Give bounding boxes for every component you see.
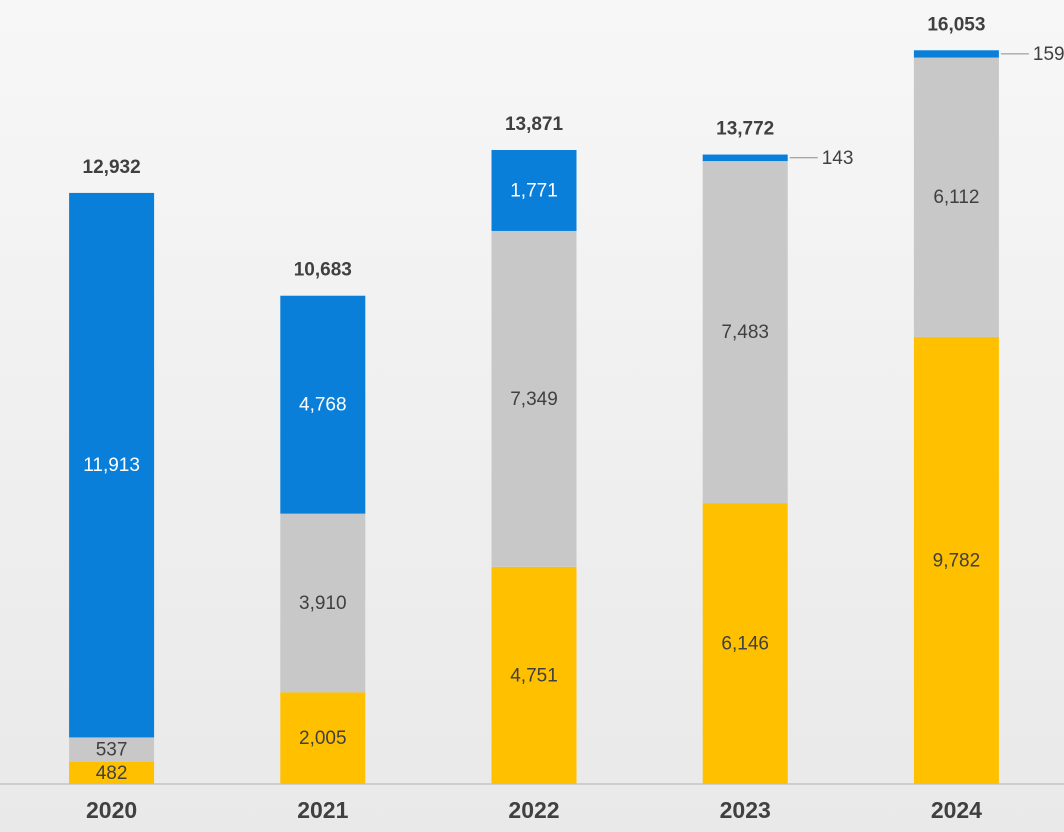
x-tick-label: 2024 xyxy=(931,797,982,823)
bar-segment xyxy=(69,761,155,784)
bar-segment xyxy=(913,50,999,58)
x-tick-label: 2023 xyxy=(720,797,771,823)
segment-label: 7,349 xyxy=(510,389,558,410)
segment-label: 7,483 xyxy=(721,322,769,343)
segment-label: 159 xyxy=(1033,44,1064,65)
bar-segment xyxy=(69,737,155,762)
x-tick-label: 2022 xyxy=(508,797,559,823)
bar-segment xyxy=(913,57,999,337)
total-label: 10,683 xyxy=(294,260,352,281)
segment-label: 1,771 xyxy=(510,181,558,202)
bar-segment xyxy=(702,503,788,784)
total-label: 16,053 xyxy=(927,14,985,35)
bar-segment xyxy=(280,513,366,693)
segment-label: 6,112 xyxy=(933,187,979,208)
bar-segment xyxy=(913,336,999,784)
segment-label: 6,146 xyxy=(721,634,769,655)
total-label: 13,772 xyxy=(716,119,774,140)
segment-label: 3,910 xyxy=(299,593,347,614)
bar-segment xyxy=(702,161,788,504)
segment-label: 143 xyxy=(822,148,854,169)
bar-segment xyxy=(491,150,577,231)
segment-label: 482 xyxy=(96,763,128,784)
segment-label: 11,913 xyxy=(83,455,140,476)
total-label: 12,932 xyxy=(83,157,141,178)
bar-segment xyxy=(702,154,788,162)
segment-label: 2,005 xyxy=(299,728,347,749)
total-label: 13,871 xyxy=(505,114,564,135)
segment-label: 537 xyxy=(96,740,128,761)
bar-segment xyxy=(69,192,155,738)
bar-segment xyxy=(491,566,577,784)
x-tick-label: 2021 xyxy=(297,797,348,823)
bar-segment xyxy=(491,230,577,567)
segment-label: 9,782 xyxy=(933,550,981,571)
bar-segment xyxy=(280,692,366,784)
segment-label: 4,768 xyxy=(299,395,347,416)
x-tick-label: 2020 xyxy=(86,797,137,823)
bar-segment xyxy=(280,295,366,514)
segment-label: 4,751 xyxy=(510,665,558,686)
